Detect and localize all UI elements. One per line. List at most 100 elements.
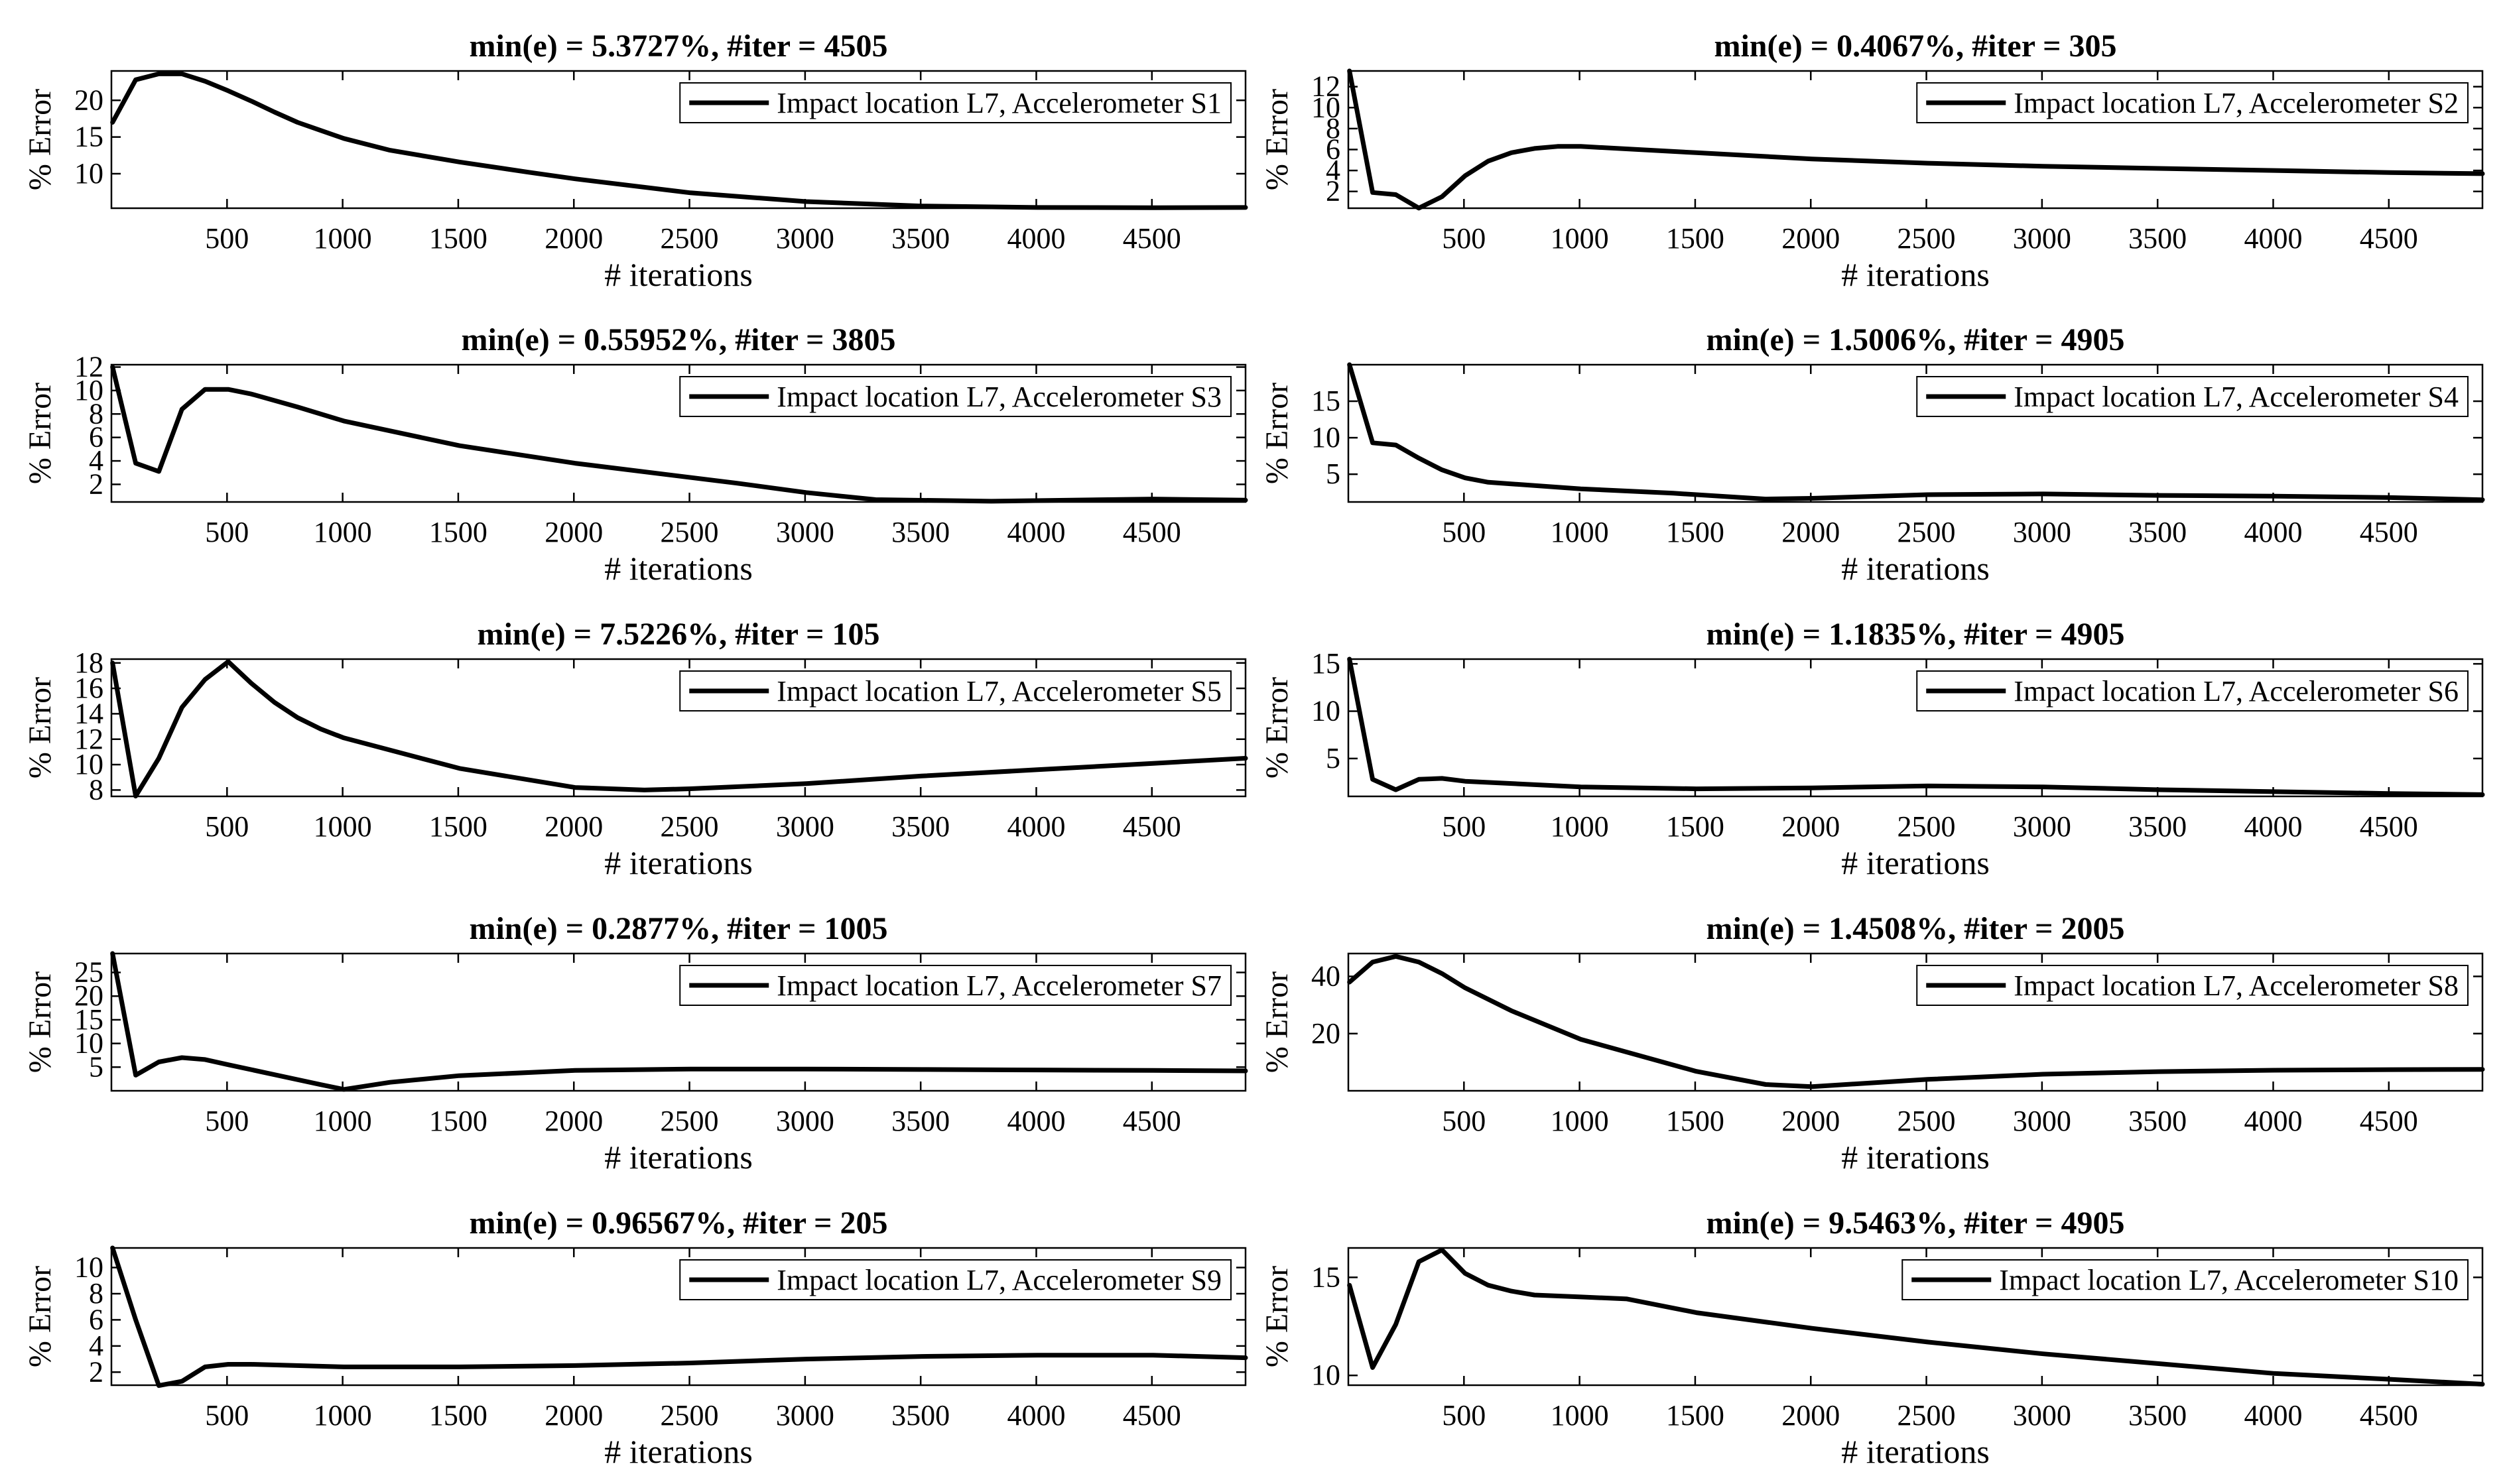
x-tick-label: 3500 [891,810,950,843]
x-axis-label: # iterations [1841,256,1990,293]
y-tick-label: 6 [89,421,103,454]
series-line [110,659,1248,799]
x-tick-label: 1000 [314,222,372,255]
x-tick-label: 1500 [1666,1399,1724,1432]
x-tick-label: 3000 [776,810,834,843]
x-tick-label: 2000 [1781,1105,1840,1137]
y-axis-label: % Error [23,971,58,1073]
x-tick-label: 2500 [661,1399,719,1432]
series-line [110,951,1248,1092]
y-tick-label: 10 [74,374,103,406]
y-tick-label: 10 [74,1027,103,1060]
x-axis-label: # iterations [1841,844,1990,881]
x-tick-label: 1000 [314,1105,372,1137]
y-axis-label: % Error [1259,1266,1295,1367]
x-tick-label: 3500 [891,1399,950,1432]
subplot-3: min(e) = 0.55952%, #iter = 3805 500 1000 15… [23,322,1248,587]
x-tick-label: 1500 [429,222,487,255]
x-tick-label: 4000 [2244,1105,2302,1137]
y-tick-label: 16 [74,672,103,704]
legend-box [679,965,1232,1006]
x-tick-label: 1500 [429,1105,487,1137]
legend-box [679,376,1232,417]
x-tick-label: 4000 [2244,1399,2302,1432]
x-tick-label: 2000 [545,516,603,548]
y-axis-label: % Error [23,383,58,484]
y-tick-label: 8 [1326,112,1340,145]
y-axis-label: % Error [1259,383,1295,484]
subplot-title: min(e) = 9.5463%, #iter = 4905 [1706,1206,2124,1241]
x-tick-label: 3500 [2128,810,2187,843]
x-tick-label: 1000 [1551,1399,1609,1432]
x-tick-label: 2000 [545,1399,603,1432]
x-tick-label: 4000 [1007,516,1065,548]
y-tick-label: 20 [74,84,103,116]
x-tick-label: 3500 [891,222,950,255]
y-tick-label: 8 [89,1277,103,1310]
x-tick-label: 4500 [2360,1105,2418,1137]
legend-label: Impact location L7, Accelerometer S2 [2014,87,2459,119]
y-tick-label: 12 [74,723,103,755]
subplot-2: min(e) = 0.4067%, #iter = 305 500 1000 1500… [1259,29,2485,293]
y-tick-label: 10 [1311,421,1340,454]
subplot-8: min(e) = 1.4508%, #iter = 2005 500 1000 150… [1259,911,2485,1176]
x-tick-label: 1500 [1666,810,1724,843]
x-tick-label: 1500 [429,810,487,843]
y-tick-label: 14 [74,697,103,729]
x-tick-label: 4500 [2360,222,2418,255]
legend-label: Impact location L7, Accelerometer S8 [2014,969,2459,1002]
x-tick-label: 4500 [1123,222,1181,255]
y-tick-label: 15 [1311,1261,1340,1293]
y-tick-label: 2 [89,1355,103,1388]
y-tick-label: 15 [1311,385,1340,417]
series-line [1347,68,2485,211]
y-tick-label: 4 [89,1329,103,1362]
x-tick-label: 4500 [1123,1399,1181,1432]
legend-label: Impact location L7, Accelerometer S10 [1999,1264,2459,1296]
legend-box [679,82,1232,123]
legend: Impact location L7, Accelerometer S10 [1901,1259,2469,1300]
x-tick-label: 2500 [1897,1399,1956,1432]
y-tick-label: 10 [74,1251,103,1284]
subplot-1: min(e) = 5.3727%, #iter = 4505 500 1000 150… [23,29,1248,293]
x-tick-label: 2500 [661,516,719,548]
x-tick-label: 3500 [891,1105,950,1137]
x-tick-label: 4500 [1123,1105,1181,1137]
x-tick-label: 1500 [1666,516,1724,548]
legend: Impact location L7, Accelerometer S8 [1916,965,2469,1006]
x-tick-label: 4500 [1123,810,1181,843]
x-tick-label: 2000 [545,810,603,843]
y-axis-label: % Error [23,677,58,778]
y-axis-label: % Error [1259,971,1295,1073]
x-tick-label: 4000 [2244,810,2302,843]
subplot-6: min(e) = 1.1835%, #iter = 4905 500 1000 150… [1259,617,2485,881]
x-tick-label: 1500 [1666,1105,1724,1137]
series-line [1347,362,2485,503]
y-tick-label: 20 [74,979,103,1012]
series-line [1347,954,2485,1089]
subplot-title: min(e) = 7.5226%, #iter = 105 [477,617,879,652]
y-tick-label: 8 [89,397,103,430]
legend-label: Impact location L7, Accelerometer S3 [777,381,1222,413]
x-axis-label: # iterations [1841,1433,1990,1470]
subplot-9: min(e) = 0.96567%, #iter = 205 500 1000 150… [23,1206,1248,1470]
y-tick-label: 15 [1311,647,1340,680]
legend: Impact location L7, Accelerometer S9 [679,1259,1232,1300]
x-tick-label: 500 [205,1105,249,1137]
x-tick-label: 2000 [545,222,603,255]
x-axis-label: # iterations [1841,1139,1990,1176]
x-axis-label: # iterations [604,550,753,587]
y-tick-label: 2 [89,467,103,500]
x-tick-label: 3500 [891,516,950,548]
legend-box [679,1259,1232,1300]
series-line [110,71,1248,210]
y-tick-label: 6 [1326,133,1340,166]
x-tick-label: 3500 [2128,1399,2187,1432]
x-tick-label: 2500 [661,222,719,255]
series-line [1347,1247,2485,1387]
legend-label: Impact location L7, Accelerometer S7 [777,969,1222,1002]
x-tick-label: 2000 [1781,516,1840,548]
y-tick-label: 20 [1311,1017,1340,1050]
subplot-title: min(e) = 1.4508%, #iter = 2005 [1706,911,2124,946]
